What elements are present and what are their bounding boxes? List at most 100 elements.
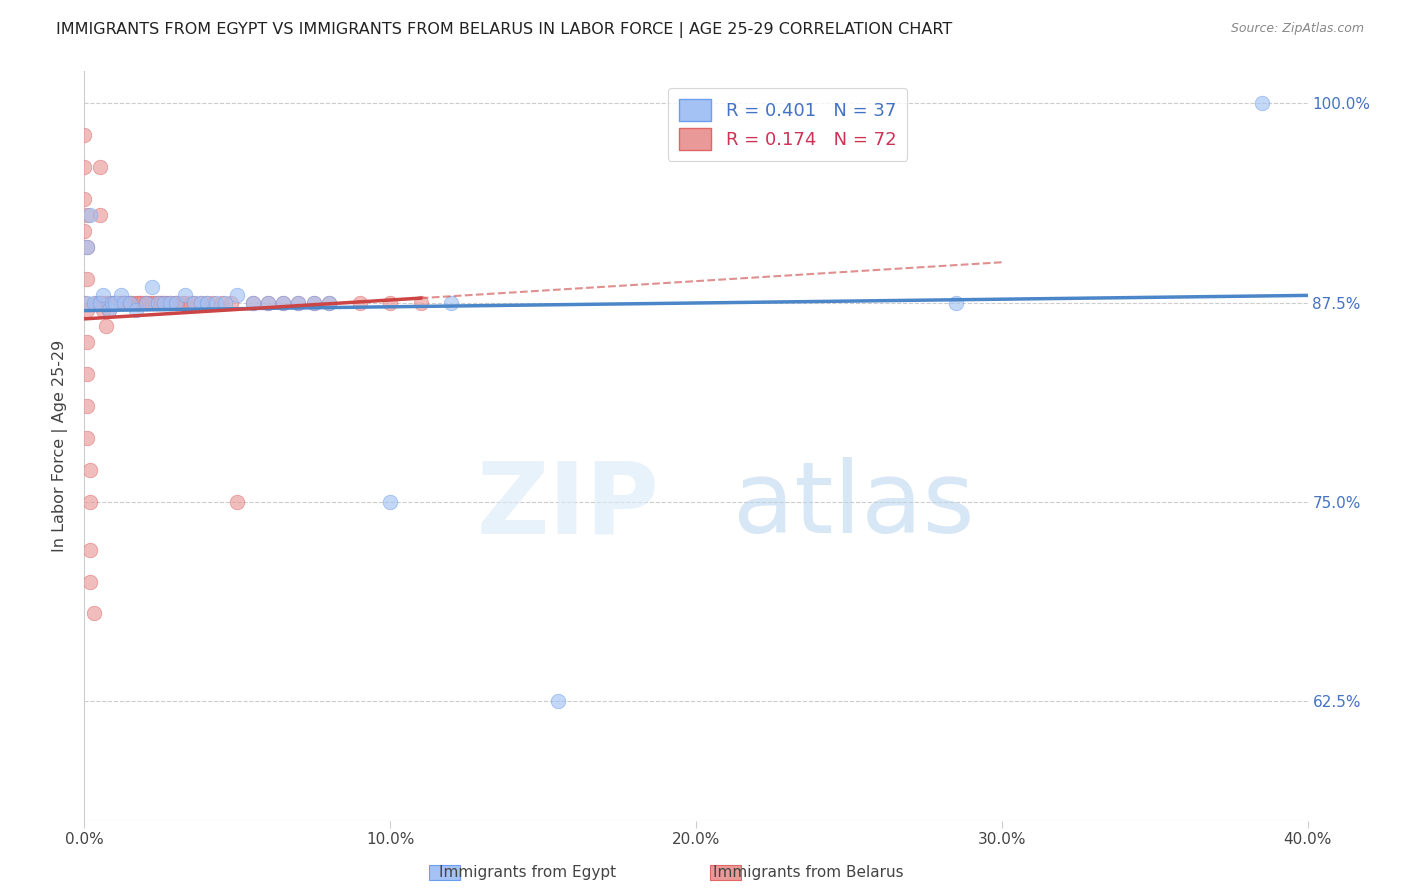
Point	[128, 295, 150, 310]
Point	[159, 295, 181, 310]
Text: atlas: atlas	[733, 458, 974, 555]
Point	[165, 295, 187, 310]
Point	[380, 495, 402, 509]
Point	[73, 295, 96, 310]
Point	[409, 295, 432, 310]
Text: IMMIGRANTS FROM EGYPT VS IMMIGRANTS FROM BELARUS IN LABOR FORCE | AGE 25-29 CORR: IMMIGRANTS FROM EGYPT VS IMMIGRANTS FROM…	[56, 22, 952, 38]
Point	[110, 295, 132, 310]
Point	[141, 295, 163, 310]
Point	[172, 295, 194, 310]
Bar	[429, 865, 460, 880]
Point	[101, 295, 124, 310]
Point	[97, 295, 120, 310]
Text: ZIP: ZIP	[477, 458, 659, 555]
Point	[183, 295, 205, 310]
Point	[125, 295, 148, 310]
Point	[380, 295, 402, 310]
Point	[79, 208, 101, 222]
Point	[226, 287, 249, 301]
Text: Immigrants from Egypt: Immigrants from Egypt	[439, 865, 616, 880]
Point	[287, 295, 309, 310]
Point	[211, 295, 233, 310]
Point	[149, 295, 172, 310]
Point	[115, 295, 138, 310]
Point	[83, 607, 105, 621]
Point	[190, 295, 212, 310]
Point	[79, 542, 101, 557]
Point	[120, 295, 142, 310]
Point	[257, 295, 280, 310]
Point	[120, 295, 142, 310]
Point	[97, 303, 120, 318]
Point	[156, 295, 179, 310]
Point	[112, 295, 135, 310]
Point	[120, 295, 142, 310]
Point	[440, 295, 463, 310]
Point	[76, 399, 98, 413]
Point	[945, 295, 967, 310]
Point	[104, 295, 127, 310]
Point	[195, 295, 218, 310]
Point	[226, 495, 249, 509]
Point	[104, 295, 127, 310]
Point	[89, 208, 111, 222]
Point	[146, 295, 169, 310]
Point	[174, 295, 197, 310]
Point	[318, 295, 340, 310]
Point	[110, 287, 132, 301]
Point	[101, 295, 124, 310]
Point	[143, 295, 166, 310]
Point	[190, 295, 212, 310]
Point	[79, 574, 101, 589]
Point	[242, 295, 264, 310]
Point	[122, 295, 145, 310]
Point	[107, 295, 129, 310]
Point	[89, 295, 111, 310]
Point	[153, 295, 176, 310]
Text: Immigrants from Belarus: Immigrants from Belarus	[713, 865, 904, 880]
Point	[76, 368, 98, 382]
Point	[94, 295, 117, 310]
Point	[76, 303, 98, 318]
Point	[302, 295, 325, 310]
Point	[73, 160, 96, 174]
Point	[165, 295, 187, 310]
Point	[104, 295, 127, 310]
Point	[97, 303, 120, 318]
Point	[141, 279, 163, 293]
Point	[76, 295, 98, 310]
Point	[214, 295, 236, 310]
Point	[76, 240, 98, 254]
Point	[91, 295, 114, 310]
Point	[180, 295, 202, 310]
Point	[76, 240, 98, 254]
Point	[153, 295, 176, 310]
Point	[79, 495, 101, 509]
Point	[86, 295, 108, 310]
Point	[159, 295, 181, 310]
Point	[73, 128, 96, 142]
Point	[104, 295, 127, 310]
Point	[271, 295, 294, 310]
Point	[76, 271, 98, 285]
Point	[174, 287, 197, 301]
Bar	[710, 865, 741, 880]
Point	[318, 295, 340, 310]
Point	[201, 295, 224, 310]
Point	[89, 160, 111, 174]
Point	[135, 295, 157, 310]
Point	[547, 694, 569, 708]
Legend: R = 0.401   N = 37, R = 0.174   N = 72: R = 0.401 N = 37, R = 0.174 N = 72	[668, 88, 907, 161]
Point	[138, 295, 160, 310]
Point	[149, 295, 172, 310]
Point	[110, 295, 132, 310]
Point	[135, 295, 157, 310]
Point	[91, 287, 114, 301]
Point	[271, 295, 294, 310]
Point	[349, 295, 371, 310]
Point	[112, 295, 135, 310]
Point	[94, 319, 117, 334]
Point	[257, 295, 280, 310]
Point	[135, 295, 157, 310]
Point	[91, 303, 114, 318]
